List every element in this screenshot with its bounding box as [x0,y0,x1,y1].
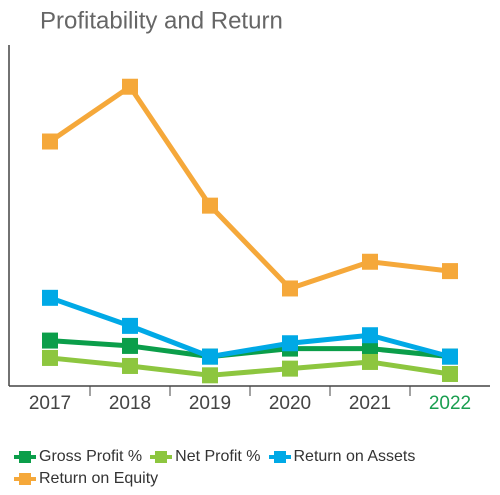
point [362,327,378,344]
point [202,367,218,384]
x-tick-label: 2018 [109,393,151,414]
point [42,349,58,366]
legend-label: Return on Equity [39,470,159,487]
point [282,280,298,297]
point [122,357,138,374]
point [42,332,58,349]
legend-swatch [14,448,36,466]
point [202,197,218,214]
point [42,133,58,150]
legend-item: Return on Equity [14,470,158,488]
legend-label: Gross Profit % [39,448,143,465]
point [122,337,138,354]
legend-swatch [268,448,291,466]
point [122,317,138,334]
legend-label: Return on Assets [293,448,416,465]
legend: Gross Profit % Net Profit % Return on Asse… [14,448,500,488]
legend-item: Return on Assets [268,448,416,466]
legend-label: Net Profit % [175,448,261,465]
series-line [48,84,451,291]
series-line [49,295,451,360]
chart-title: Profitability and Return [40,7,283,34]
legend-swatch [150,448,173,466]
series-line [49,355,451,378]
legend-item: Net Profit % [150,448,261,466]
point [442,348,458,365]
point [282,360,298,377]
point [282,335,298,352]
point [442,365,458,382]
point [442,263,458,280]
point [362,253,378,270]
point [122,78,138,95]
point [202,348,218,365]
point [362,340,378,357]
point [362,353,378,370]
x-tick-label: 2021 [349,393,391,414]
legend-swatch [14,470,36,488]
x-tick-label: 2017 [29,393,71,414]
legend-item: Gross Profit % [14,448,142,466]
x-tick-label: 2020 [269,393,311,414]
series-line [49,338,451,360]
x-tick-label: 2019 [189,393,231,414]
chart: Profitability and Return 2017 2018 2019 202… [8,7,490,414]
point [42,289,58,306]
x-tick-label: 2022 [429,393,471,414]
